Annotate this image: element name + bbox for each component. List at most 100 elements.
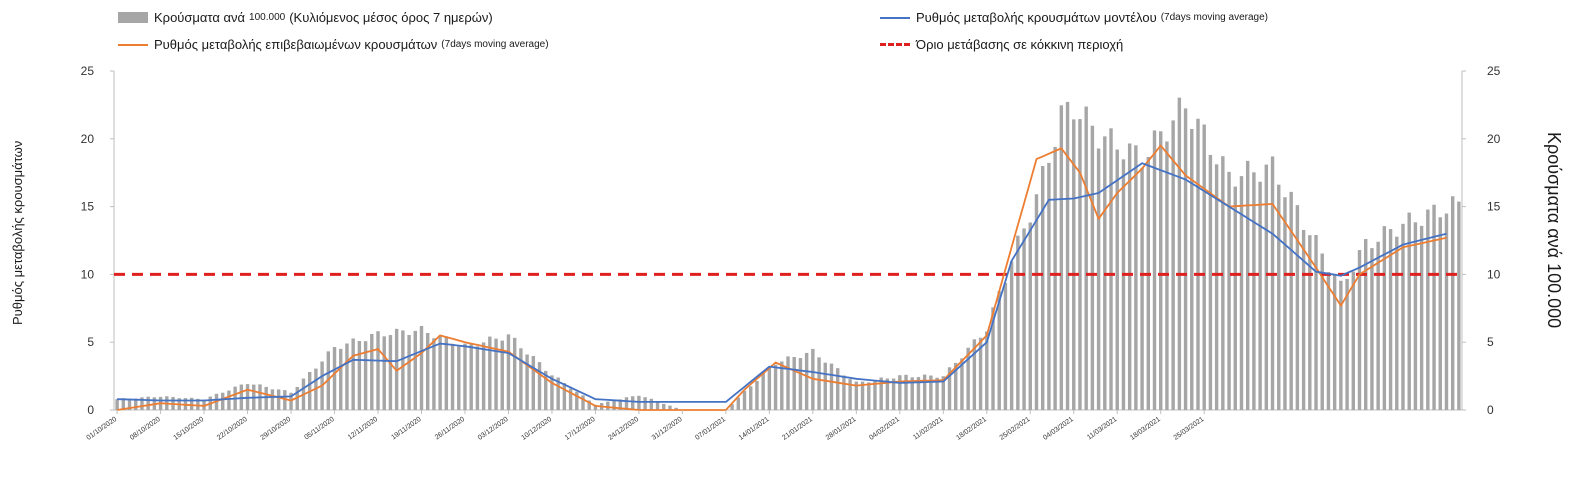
bar: [413, 330, 417, 410]
x-tick-label: 11/03/2021: [1086, 416, 1118, 442]
bar: [1152, 130, 1157, 410]
bar: [1065, 101, 1070, 411]
legend-confirmed-small: (7days moving average): [441, 39, 549, 50]
bar: [1289, 191, 1293, 410]
bar: [351, 338, 355, 410]
bar: [1214, 164, 1219, 410]
bar: [1134, 145, 1138, 410]
bar: [587, 400, 591, 410]
bar: [537, 362, 542, 410]
bar: [860, 381, 865, 410]
bar: [1277, 184, 1281, 410]
bar: [1339, 280, 1343, 410]
legend-model-swatch: [880, 16, 910, 19]
bar: [1457, 201, 1461, 410]
bar: [873, 379, 877, 410]
bar: [1208, 154, 1213, 410]
bar: [345, 343, 349, 410]
bar: [804, 352, 809, 410]
x-tick-label: 24/12/2020: [607, 416, 640, 442]
bar: [1314, 235, 1318, 410]
bar: [270, 389, 275, 410]
bar: [749, 386, 753, 410]
x-tick-label: 04/03/2021: [1042, 416, 1075, 442]
bar: [1252, 172, 1256, 410]
bar: [481, 342, 486, 410]
legend-model: Ρυθμός μεταβολής κρουσμάτων μοντέλου (7d…: [880, 10, 1268, 25]
bar: [1003, 282, 1008, 410]
bar: [755, 380, 759, 410]
bar: [935, 377, 939, 410]
y-tick-label-right: 25: [1487, 64, 1501, 78]
bar: [885, 378, 890, 410]
bar: [1388, 229, 1393, 410]
bar: [419, 326, 424, 410]
bar: [662, 403, 666, 410]
bar: [127, 398, 132, 410]
bar: [1233, 186, 1237, 410]
legend-bars-label2: (Κυλιόμενος μέσος όρος 7 ημερών): [289, 10, 493, 25]
bar: [898, 375, 902, 410]
bar: [929, 375, 933, 410]
bar: [1190, 128, 1194, 410]
x-tick-label: 25/02/2021: [999, 416, 1032, 442]
bar: [189, 397, 194, 410]
y-tick-label-left: 10: [81, 267, 95, 281]
legend-bars-swatch: [118, 12, 148, 23]
bar: [1084, 106, 1088, 410]
bar: [1382, 226, 1387, 410]
bar: [227, 390, 231, 410]
bar: [1351, 271, 1355, 410]
bar: [1301, 229, 1306, 410]
bar: [1401, 223, 1405, 410]
bar: [649, 398, 654, 410]
bar: [450, 343, 455, 410]
bar: [1078, 119, 1082, 410]
x-tick-label: 01/10/2020: [86, 416, 119, 442]
bar: [1438, 217, 1442, 410]
x-tick-label: 10/12/2020: [520, 416, 553, 442]
legend-bars-small: 100.000: [249, 12, 286, 23]
y-tick-label-right: 0: [1487, 403, 1494, 417]
bar: [202, 399, 206, 410]
bar: [1357, 250, 1362, 410]
bar: [854, 381, 859, 410]
bar: [1326, 272, 1331, 410]
bar: [500, 340, 504, 410]
bar: [736, 397, 741, 410]
legend-bars: Κρούσματα ανά 100.000 (Κυλιόμενος μέσος …: [118, 10, 493, 25]
bar: [985, 331, 989, 410]
x-tick-label: 03/12/2020: [477, 416, 510, 442]
bar: [922, 374, 927, 410]
bar: [867, 382, 871, 410]
legend-bars-label: Κρούσματα ανά: [154, 10, 246, 25]
bar: [1034, 194, 1039, 410]
bar: [525, 354, 529, 410]
bar: [767, 367, 772, 410]
bar: [1227, 171, 1231, 410]
bar: [531, 356, 536, 410]
x-tick-label: 19/11/2020: [390, 416, 422, 442]
bar: [848, 379, 852, 410]
bar: [332, 347, 337, 410]
bar: [1345, 279, 1349, 410]
bar: [1072, 119, 1076, 410]
bar: [1239, 176, 1244, 410]
y-tick-label-right: 15: [1487, 200, 1501, 214]
x-tick-label: 26/11/2020: [434, 416, 466, 442]
legend-threshold-label: Όριο μετάβασης σε κόκκινη περιοχή: [916, 37, 1124, 52]
bar: [1370, 248, 1374, 410]
bar: [339, 348, 343, 410]
bar: [556, 377, 560, 410]
model-series-line: [117, 162, 1447, 403]
bar: [916, 377, 921, 410]
bar: [1308, 235, 1312, 410]
bar: [630, 396, 635, 410]
y-tick-label-right: 10: [1487, 267, 1501, 281]
bar: [1395, 236, 1399, 410]
bar: [1332, 274, 1337, 410]
bar: [618, 399, 622, 410]
bar: [140, 397, 144, 410]
bar: [1270, 156, 1275, 410]
bar: [891, 378, 896, 410]
